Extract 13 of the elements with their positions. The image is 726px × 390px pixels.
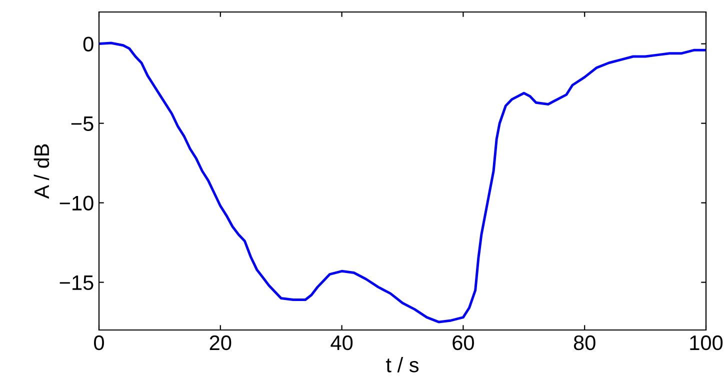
y-tick-label: 0 [83,36,94,52]
y-tick-label: −10 [60,196,94,211]
y-tick-label: −15 [60,276,94,290]
y-axis-title: A / dB [34,144,50,199]
x-tick-label: 40 [330,335,353,350]
x-tick-label: 0 [94,335,104,350]
x-axis-title: t / s [386,357,419,372]
x-tick-label: 20 [210,335,232,350]
line-series [99,42,706,324]
y-tick-label: −5 [71,116,94,132]
x-tick-label: 60 [452,335,474,350]
x-tick-label: 100 [690,335,723,350]
x-tick-label: 80 [574,335,596,350]
